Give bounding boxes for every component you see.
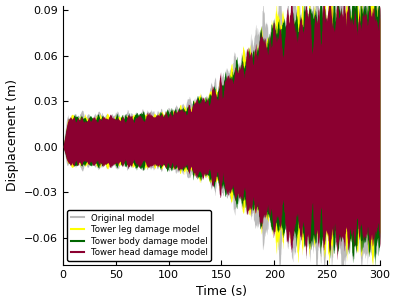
Legend: Original model, Tower leg damage model, Tower body damage model, Tower head dama: Original model, Tower leg damage model, … [67, 210, 211, 261]
X-axis label: Time (s): Time (s) [196, 285, 247, 299]
Y-axis label: Displacement (m): Displacement (m) [6, 79, 19, 191]
